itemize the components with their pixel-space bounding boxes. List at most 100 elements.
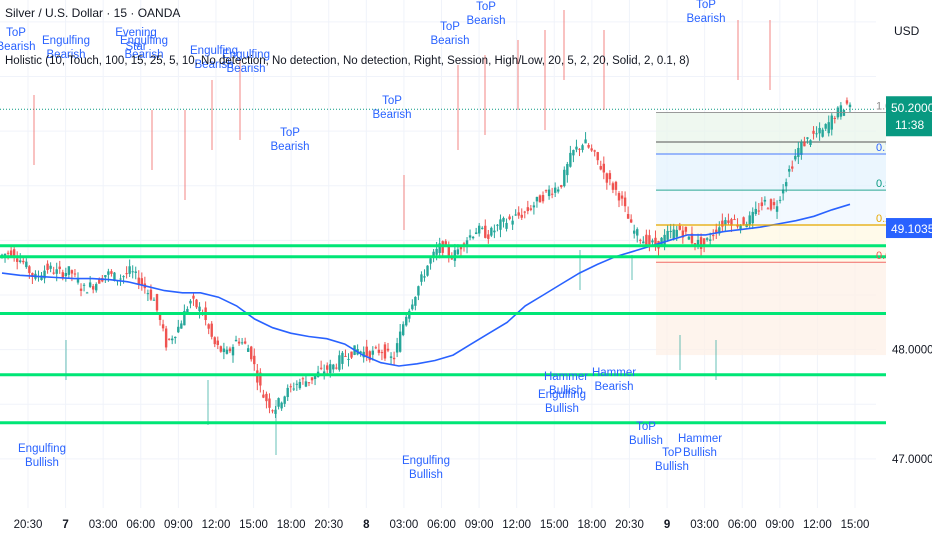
candle-body xyxy=(520,214,523,218)
candle-body xyxy=(265,393,268,402)
candle-body xyxy=(505,222,508,229)
candle-body xyxy=(444,241,447,245)
candle-body xyxy=(502,217,505,222)
candle-body xyxy=(347,358,350,360)
candle-body xyxy=(791,166,794,169)
candle-body xyxy=(79,288,83,291)
candle-body xyxy=(447,246,450,256)
candle-body xyxy=(642,241,645,244)
candle-body xyxy=(806,137,809,139)
candle-body xyxy=(596,152,599,161)
candle-body xyxy=(474,232,478,235)
annotation-line: Bearish xyxy=(467,15,506,27)
annotation-line: Bullish xyxy=(545,403,579,415)
candle-body xyxy=(113,272,116,281)
indicator-legend[interactable]: Holistic (10, Touch, 100, 15, 25, 5, 10,… xyxy=(5,55,690,67)
fib-zone xyxy=(656,154,886,191)
candle-body xyxy=(234,339,238,342)
annotation-line: ToP xyxy=(6,27,26,39)
candle-body xyxy=(809,140,812,145)
pattern-annotation: ToP Bearish xyxy=(467,1,506,27)
candle-body xyxy=(377,349,381,353)
ma-badge xyxy=(886,218,932,239)
candle-body xyxy=(344,355,347,357)
annotation-line: Bullish xyxy=(655,461,689,473)
annotation-line: Hammer xyxy=(592,367,636,379)
time-tick-label: 15:00 xyxy=(841,519,870,531)
candle-body xyxy=(240,342,244,344)
candle-body xyxy=(259,372,262,386)
fib-zones xyxy=(656,112,886,356)
candle-body xyxy=(712,235,715,237)
pattern-annotation: Hammer Bullish xyxy=(678,433,722,459)
candle-body xyxy=(760,202,764,207)
candle-body xyxy=(508,216,511,220)
annotation-line: Engulfing xyxy=(190,45,238,57)
time-tick-label: 06:00 xyxy=(728,519,757,531)
candle-body xyxy=(55,269,58,274)
candle-body xyxy=(514,214,517,216)
candle-body xyxy=(663,234,666,245)
pattern-annotation: ToP Bearish xyxy=(0,27,36,53)
candle-body xyxy=(794,155,797,160)
candle-body xyxy=(286,387,289,398)
pattern-annotation: ToP Bearish xyxy=(271,127,310,153)
ma-value-label: 49.10350 xyxy=(891,222,932,236)
candle-body xyxy=(620,195,624,199)
annotation-line: Engulfing xyxy=(402,455,450,467)
symbol-title[interactable]: Silver / U.S. Dollar · 15 · OANDA xyxy=(5,6,181,20)
candle-body xyxy=(651,240,654,243)
candle-body xyxy=(535,196,539,202)
annotation-line: Bearish xyxy=(687,13,726,25)
annotation-line: Engulfing xyxy=(18,443,66,455)
candle-body xyxy=(40,275,43,280)
pattern-annotation: Engulfing Bearish xyxy=(190,45,238,71)
annotation-line: Hammer xyxy=(678,433,722,445)
candle-body xyxy=(192,295,195,299)
candle-body xyxy=(456,249,460,255)
candle-body xyxy=(438,243,441,253)
candle-body xyxy=(271,410,274,412)
annotation-line: Star xyxy=(125,41,146,53)
candle-body xyxy=(614,181,618,190)
time-tick-label: 12:00 xyxy=(502,519,531,531)
candle-body xyxy=(639,239,642,241)
pattern-annotation: Hammer Bullish xyxy=(544,371,588,397)
pattern-annotation: Engulfing Bullish xyxy=(402,455,450,481)
candle-body xyxy=(788,169,791,172)
candle-body xyxy=(560,185,563,188)
annotation-line: Hammer xyxy=(544,371,588,383)
candle-body xyxy=(380,352,384,354)
candle-body xyxy=(52,272,55,274)
candle-body xyxy=(371,350,375,355)
candle-body xyxy=(268,398,271,408)
candle-body xyxy=(784,182,788,187)
currency-label[interactable]: USD xyxy=(894,24,920,38)
candle-body xyxy=(687,236,691,240)
candle-body xyxy=(450,258,454,260)
annotation-line: Bearish xyxy=(373,109,412,121)
candle-body xyxy=(532,205,536,208)
candle-body xyxy=(797,147,800,157)
annotation-line: ToP xyxy=(662,447,682,459)
candle-body xyxy=(383,344,387,359)
annotation-line: Engulfing xyxy=(42,35,90,47)
pattern-annotation: ToP Bullish xyxy=(629,421,663,447)
candle-body xyxy=(599,166,602,170)
annotation-line: ToP xyxy=(476,1,496,13)
candle-body xyxy=(104,275,107,278)
candle-body xyxy=(22,260,25,263)
candle-body xyxy=(6,252,10,254)
candle-body xyxy=(146,293,150,295)
candle-body xyxy=(210,323,213,337)
annotation-line: ToP xyxy=(696,0,716,11)
candle-body xyxy=(365,346,368,357)
candle-body xyxy=(180,323,183,329)
candle-body xyxy=(128,266,131,274)
candle-body xyxy=(848,104,852,108)
candle-body xyxy=(578,148,581,150)
candle-body xyxy=(781,189,785,194)
candle-body xyxy=(426,265,429,276)
